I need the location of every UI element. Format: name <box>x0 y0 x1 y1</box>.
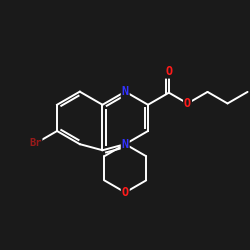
Text: N: N <box>122 85 129 98</box>
Text: N: N <box>122 138 129 151</box>
Text: Br: Br <box>29 138 42 148</box>
Text: O: O <box>122 186 129 199</box>
Text: O: O <box>165 65 172 78</box>
Text: O: O <box>184 97 191 110</box>
